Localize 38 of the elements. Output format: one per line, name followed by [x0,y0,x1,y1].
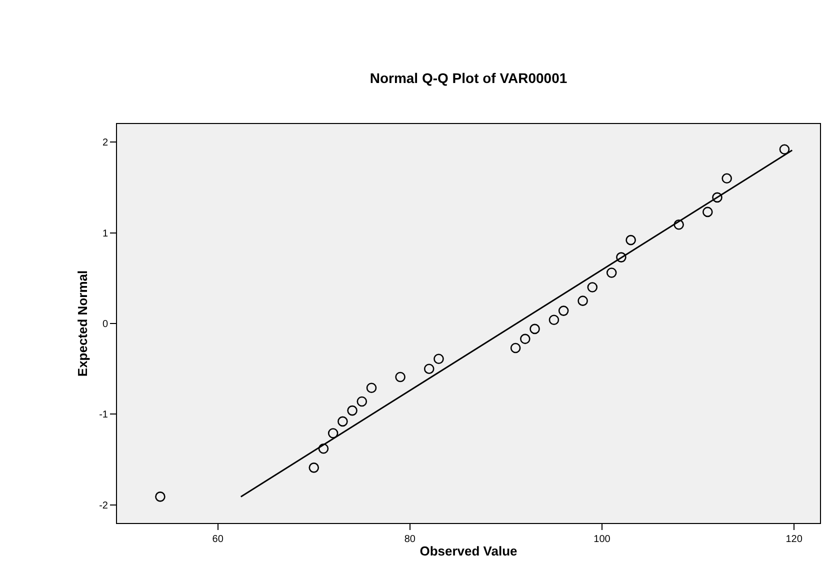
y-tick-label: -2 [99,500,108,512]
point [356,396,368,407]
y-tick-label: 2 [102,138,108,149]
point [520,334,530,344]
point [338,416,348,427]
point [606,268,617,278]
point [510,342,521,354]
chart-title: Normal Q-Q Plot of VAR00001 [370,70,568,86]
point [424,364,434,374]
point [366,382,377,394]
point [674,220,684,230]
point [626,234,636,246]
point [558,306,569,316]
point [347,405,358,416]
point [318,443,329,454]
point [616,252,626,262]
point [702,206,713,218]
x-axis-title: Observed Value [420,544,518,559]
y-tick-label: 1 [102,228,108,240]
point [712,192,722,203]
x-tick-label: 120 [786,534,803,545]
point [530,324,540,334]
x-tick-label: 60 [212,534,224,545]
point [395,372,406,382]
point [722,173,732,184]
x-tick-label: 100 [594,534,611,545]
point [328,428,338,438]
point [548,314,560,326]
y-tick-label: -1 [99,410,108,421]
y-axis-title: Expected Normal [75,270,90,377]
y-tick-label: 0 [102,319,108,330]
point [434,354,444,364]
x-tick-label: 80 [404,534,416,545]
point [779,144,790,155]
point [155,492,166,502]
point [587,282,598,292]
point [308,462,320,473]
point [578,296,588,306]
